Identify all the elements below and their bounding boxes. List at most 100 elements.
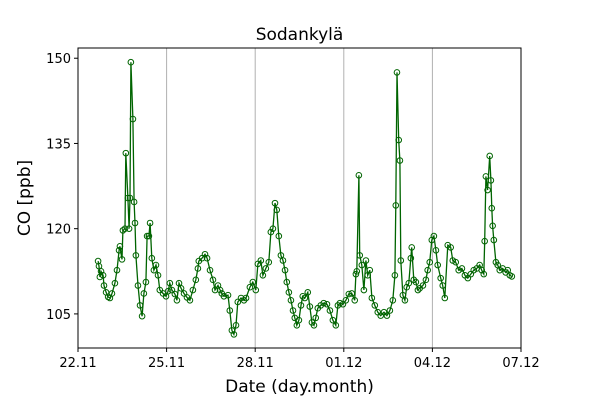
data-point — [441, 294, 449, 302]
data-point — [508, 273, 516, 280]
data-point — [220, 292, 228, 300]
data-point — [482, 173, 490, 180]
data-point — [97, 267, 105, 275]
chart-title: Sodankylä — [256, 25, 344, 45]
data-point — [154, 271, 162, 279]
series-co — [94, 58, 516, 338]
data-point — [127, 58, 135, 66]
data-point — [171, 290, 179, 298]
data-point — [348, 290, 356, 297]
data-point — [275, 232, 283, 240]
y-tick-label: 135 — [46, 137, 71, 152]
data-point — [211, 286, 219, 294]
data-point — [146, 219, 154, 227]
data-point — [156, 286, 164, 294]
data-point — [226, 307, 234, 314]
y-tick-label: 105 — [46, 308, 71, 323]
data-point — [140, 290, 148, 297]
data-point — [360, 286, 368, 294]
x-tick-label: 28.11 — [237, 356, 274, 371]
data-point — [430, 232, 438, 240]
data-point — [351, 296, 359, 304]
data-point — [192, 276, 200, 284]
data-point — [295, 316, 303, 324]
data-point — [285, 289, 293, 296]
data-point — [353, 267, 361, 275]
data-point — [232, 321, 240, 329]
data-point — [189, 286, 197, 294]
data-point — [115, 246, 123, 254]
data-point — [234, 298, 242, 306]
data-point — [194, 265, 202, 272]
data-point — [224, 291, 232, 299]
y-tick-label: 150 — [46, 52, 71, 67]
x-axis: 22.11 25.11 28.11 01.12 04.12 07.12 — [59, 348, 540, 371]
data-point — [366, 266, 374, 274]
data-point — [281, 266, 289, 274]
data-point — [412, 278, 420, 286]
data-point — [173, 296, 181, 304]
data-point — [246, 283, 254, 291]
data-point — [273, 206, 281, 214]
data-point — [428, 236, 436, 244]
data-point — [299, 292, 307, 300]
data-point — [426, 258, 434, 266]
data-point — [206, 266, 214, 274]
data-point — [489, 222, 496, 230]
data-point — [455, 266, 462, 274]
data-point — [143, 232, 151, 240]
data-point — [312, 314, 320, 322]
data-point — [320, 299, 328, 307]
data-point — [437, 274, 444, 282]
y-axis-label: CO [ppb] — [15, 160, 35, 236]
data-point — [393, 69, 401, 76]
data-point — [352, 270, 360, 278]
data-point — [122, 149, 130, 157]
data-point — [447, 244, 455, 251]
data-point — [265, 258, 273, 266]
data-point — [401, 296, 409, 304]
data-point — [481, 237, 488, 245]
data-point — [488, 204, 496, 212]
data-point — [414, 286, 422, 294]
data-point — [306, 303, 314, 310]
data-point — [152, 261, 160, 269]
data-point — [371, 302, 379, 309]
data-point — [259, 271, 267, 279]
data-point — [326, 307, 334, 314]
data-point — [142, 278, 150, 286]
data-point — [432, 246, 440, 254]
data-point — [358, 261, 366, 269]
data-point — [434, 261, 442, 269]
data-point — [397, 257, 405, 264]
data-point — [424, 266, 431, 274]
data-point — [249, 278, 257, 286]
data-point — [362, 257, 370, 264]
data-point — [118, 256, 126, 263]
data-point — [126, 194, 134, 202]
series-line — [97, 62, 513, 337]
data-point — [287, 296, 295, 304]
data-point — [310, 321, 318, 329]
data-point — [355, 171, 363, 179]
data-point — [201, 250, 209, 258]
data-point — [407, 254, 415, 262]
data-point — [484, 186, 491, 194]
data-point — [119, 227, 127, 234]
data-point — [487, 177, 495, 184]
y-tick-label: 120 — [46, 223, 71, 238]
data-point — [356, 252, 364, 259]
data-point — [129, 115, 137, 123]
data-point — [486, 152, 493, 160]
data-point — [136, 302, 144, 309]
data-point — [389, 296, 397, 304]
x-tick-label: 07.12 — [502, 356, 539, 371]
data-point — [392, 202, 400, 209]
data-point — [422, 276, 430, 284]
data-point — [252, 286, 260, 294]
data-point — [283, 278, 291, 286]
data-point — [131, 219, 139, 227]
data-point — [386, 307, 394, 314]
data-point — [345, 290, 353, 298]
